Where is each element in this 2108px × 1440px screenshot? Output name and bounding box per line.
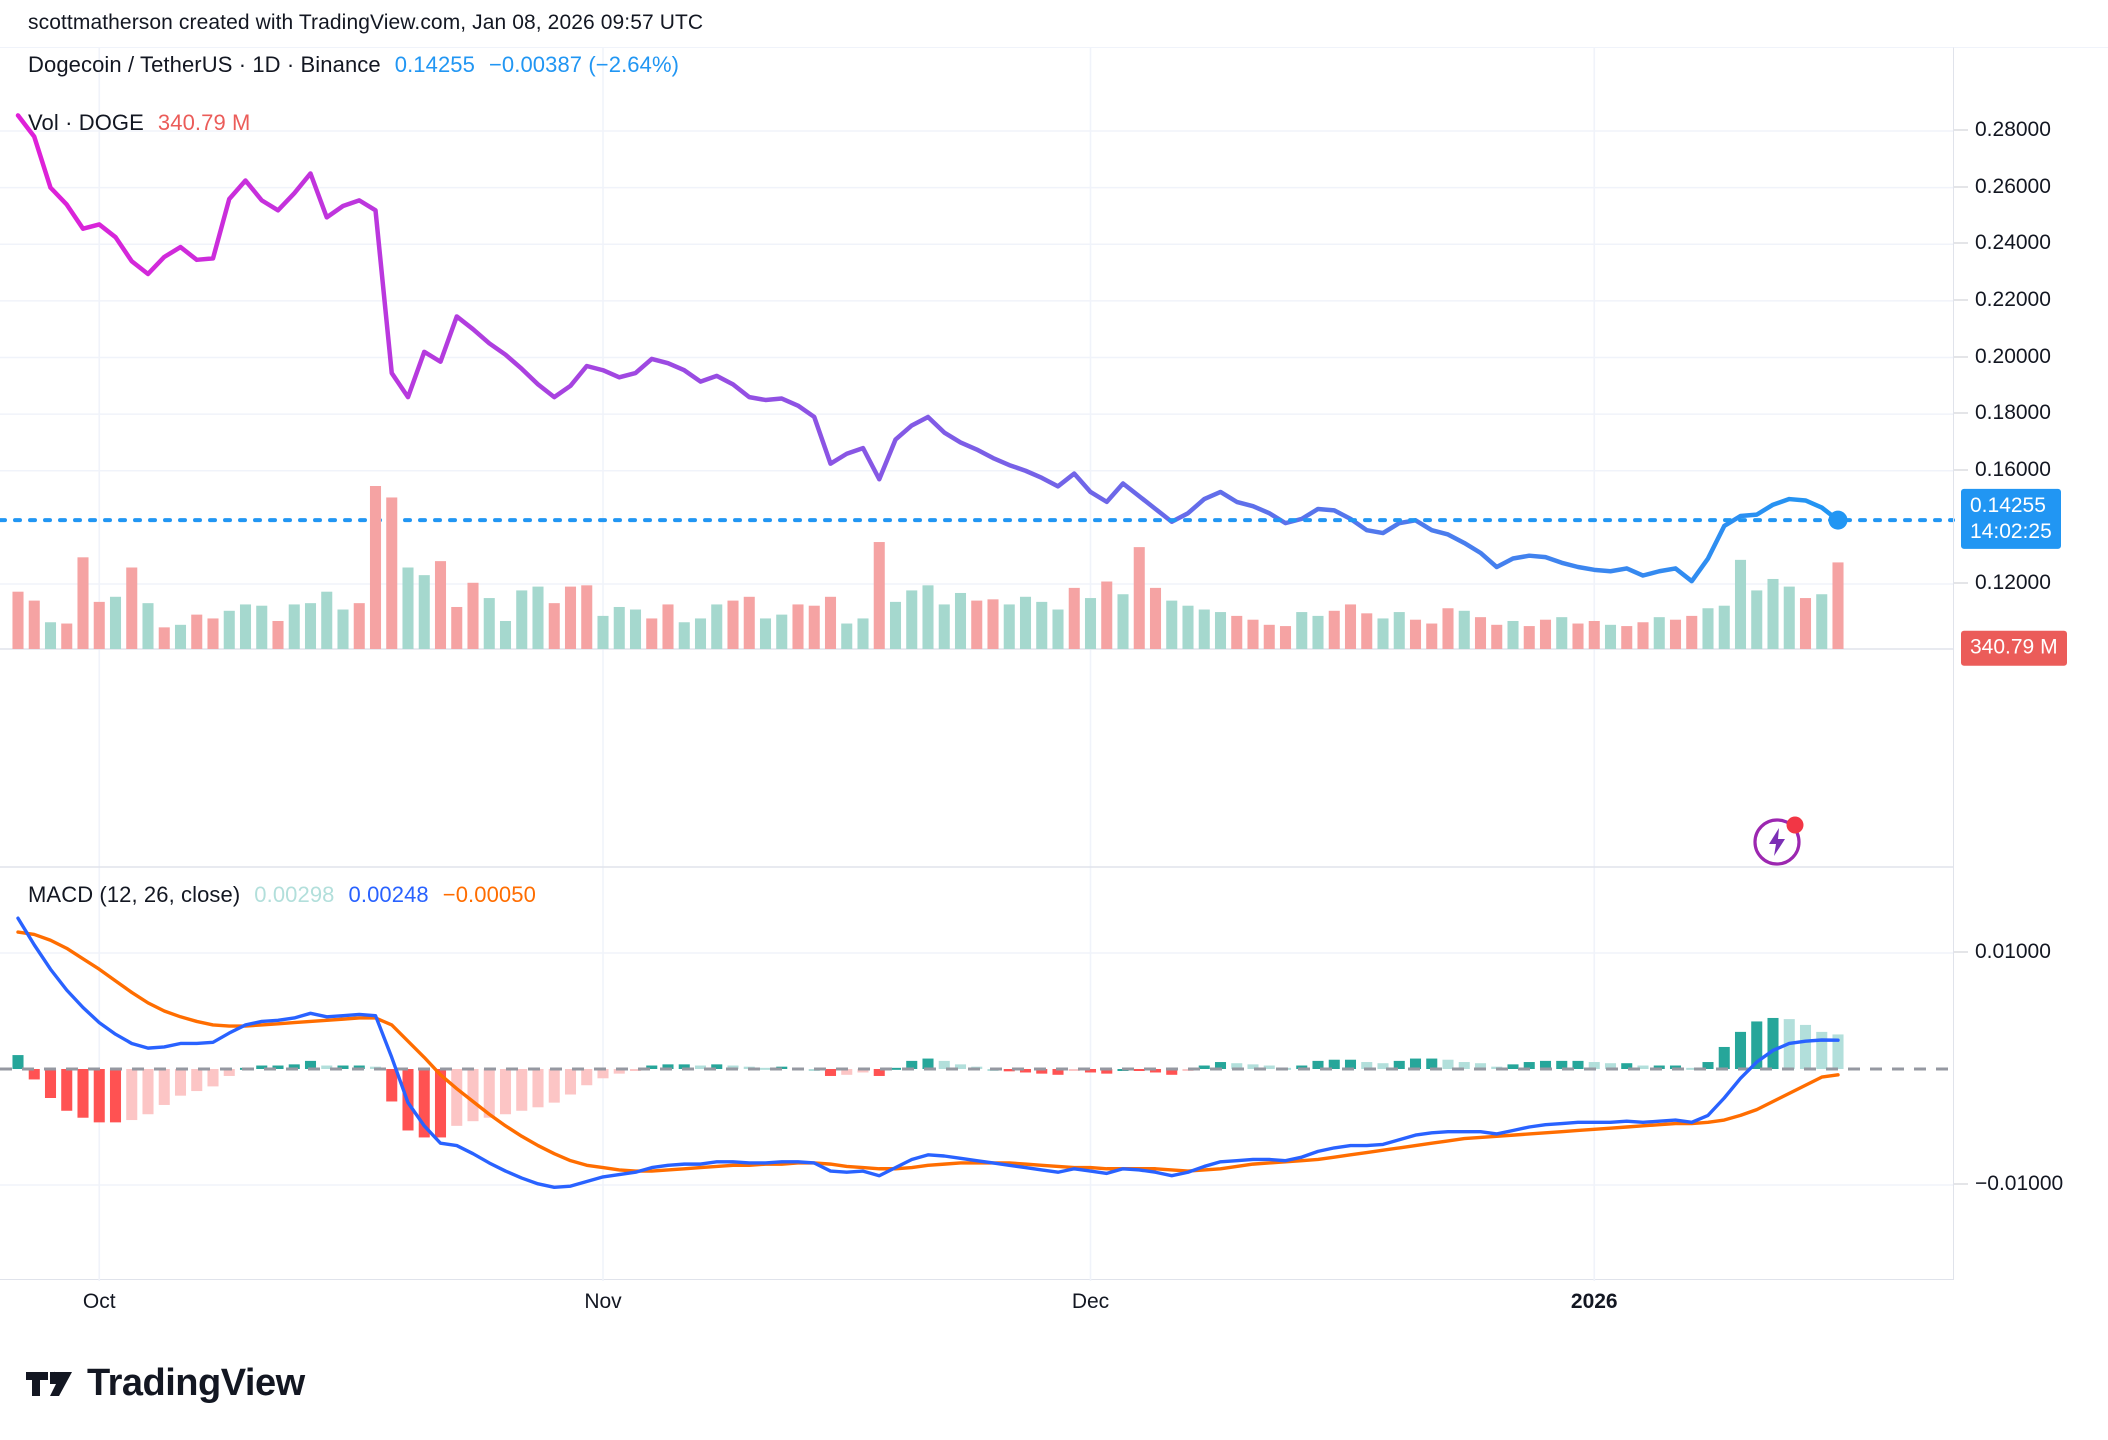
price-line-series	[0, 113, 1955, 584]
tradingview-logo-icon	[26, 1371, 72, 1396]
price-badge-value: 0.14255	[1970, 494, 2046, 518]
price-legend-change-pct: (−2.64%)	[588, 52, 680, 77]
macd-legend-macd: 0.00248	[348, 882, 429, 907]
price-axis-tick: 0.24000	[1975, 231, 2051, 255]
footer-branding: TradingView	[26, 1362, 305, 1405]
price-axis-tick-dash	[1954, 356, 1968, 357]
price-legend[interactable]: Dogecoin / TetherUS · 1D · Binance 0.1425…	[28, 52, 679, 78]
gridlines-layer	[0, 48, 1953, 1281]
volume-legend-value: 340.79 M	[157, 110, 251, 135]
price-axis-tick: 0.28000	[1975, 118, 2051, 141]
macd-legend-signal: −0.00050	[442, 882, 536, 907]
macd-legend-hist: 0.00298	[254, 882, 335, 907]
price-axis-tick: 0.20000	[1975, 344, 2051, 368]
price-axis-tick-dash	[1954, 186, 1968, 188]
macd-axis-tick-dash	[1954, 1183, 1968, 1185]
price-legend-symbol[interactable]: Dogecoin / TetherUS · 1D · Binance	[28, 52, 381, 77]
price-axis-tick-dash	[1954, 242, 1968, 244]
volume-bars-series	[12, 486, 1844, 649]
price-axis-tick: 0.12000	[1975, 571, 2051, 594]
macd-legend[interactable]: MACD (12, 26, close) 0.00298 0.00248 −0.000…	[28, 882, 536, 908]
volume-legend[interactable]: Vol · DOGE 340.79 M	[28, 110, 250, 136]
price-axis-tick: 0.16000	[1975, 457, 2051, 481]
price-axis-tick-dash	[1954, 299, 1968, 301]
price-axis-tick: 0.22000	[1975, 287, 2051, 311]
price-axis-tick-dash	[1954, 412, 1968, 414]
time-axis-tick: Nov	[584, 1290, 622, 1313]
footer-brand-text: TradingView	[87, 1362, 305, 1404]
time-axis-tick: Dec	[1071, 1290, 1110, 1313]
volume-value-badge[interactable]: 340.79 M	[1961, 630, 2067, 666]
macd-legend-label[interactable]: MACD (12, 26, close)	[28, 882, 241, 907]
price-axis-tick-dash	[1954, 582, 1968, 584]
chart-plot-frame[interactable]	[0, 47, 1955, 1281]
macd-axis-tick: −0.01000	[1975, 1172, 2064, 1195]
attribution-text: scottmatherson created with TradingView.…	[28, 11, 704, 34]
volume-legend-label[interactable]: Vol · DOGE	[28, 110, 144, 135]
lightning-bolt-alert-icon[interactable]	[1747, 808, 1811, 877]
price-legend-last: 0.14255	[394, 52, 475, 77]
price-axis-tick-dash	[1954, 469, 1968, 471]
price-axis-tick-dash	[1954, 129, 1968, 131]
price-axis-tick: 0.18000	[1975, 401, 2051, 425]
time-axis-tick: Oct	[82, 1290, 116, 1313]
price-axis-tick: 0.26000	[1975, 174, 2051, 198]
macd-indicator-series	[0, 916, 1953, 1190]
macd-axis-tick: 0.01000	[1975, 940, 2051, 963]
time-axis-tick: 2026	[1570, 1290, 1618, 1313]
price-value-badge[interactable]: 0.14255 14:02:25	[1961, 489, 2061, 550]
price-legend-change: −0.00387	[488, 52, 583, 77]
price-badge-countdown: 14:02:25	[1970, 519, 2052, 543]
macd-axis-tick-dash	[1954, 951, 1968, 953]
price-axis-column[interactable]	[1953, 47, 2108, 1280]
